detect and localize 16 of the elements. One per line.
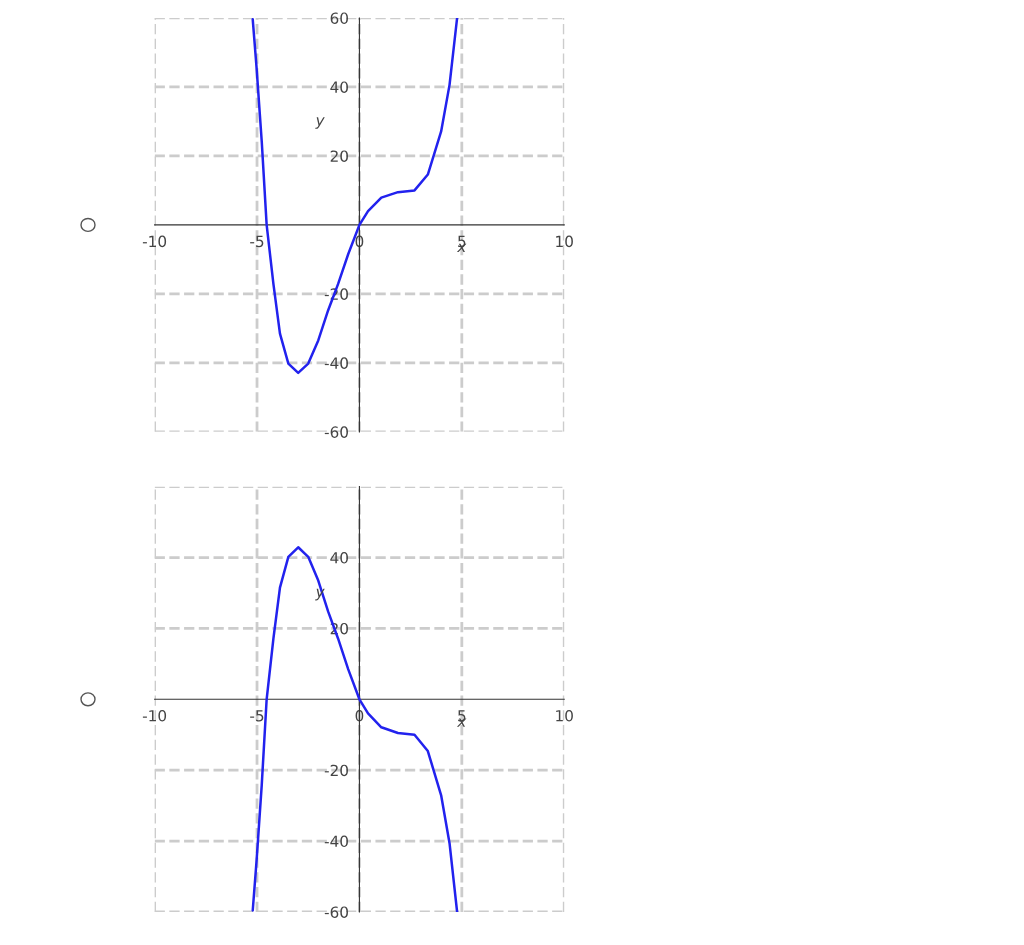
x-tick-label: 10	[556, 235, 573, 248]
x-tick-label: -5	[250, 235, 264, 248]
y-tick-label: -40	[324, 357, 348, 369]
y-tick-label: 20	[330, 150, 348, 162]
y-tick-label: -60	[324, 906, 348, 918]
y-tick-label: 40	[330, 81, 348, 93]
x-tick-label: -10	[142, 235, 167, 248]
x-tick-label: -5	[250, 710, 264, 722]
y-tick-label: 40	[330, 552, 348, 564]
y-axis-title: y	[315, 117, 325, 129]
x-tick-label: -10	[142, 709, 167, 722]
x-tick-label: 10	[556, 709, 573, 722]
y-tick-label: -20	[324, 764, 348, 777]
y-tick-label: -60	[324, 426, 348, 438]
y-tick-label: 60	[330, 12, 348, 24]
y-tick-label: -40	[324, 835, 348, 848]
